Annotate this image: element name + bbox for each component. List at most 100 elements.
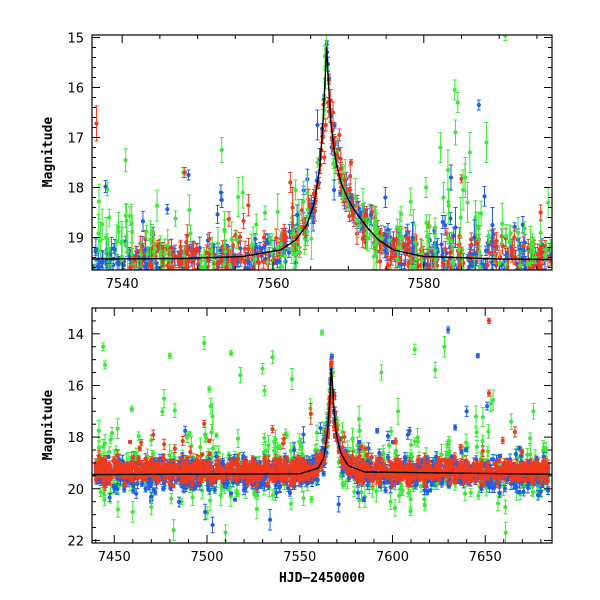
data-point-green bbox=[153, 242, 158, 256]
x-tick-label: 7600 bbox=[376, 550, 409, 565]
data-point-red bbox=[261, 230, 267, 245]
data-point-green bbox=[289, 368, 295, 390]
data-point-green bbox=[541, 442, 546, 453]
data-point-green bbox=[187, 194, 192, 226]
data-point-green bbox=[491, 389, 496, 411]
data-point-red bbox=[433, 473, 438, 479]
data-point-green bbox=[100, 438, 106, 455]
data-point-red bbox=[363, 446, 368, 451]
data-point-red bbox=[261, 254, 266, 269]
data-point-blue bbox=[165, 203, 170, 215]
data-point-blue bbox=[476, 99, 481, 111]
data-point-red bbox=[94, 468, 99, 473]
data-point-green bbox=[500, 202, 505, 245]
data-point-red bbox=[445, 259, 451, 268]
data-point-red bbox=[226, 211, 232, 227]
data-point-green bbox=[504, 223, 509, 249]
data-point-red bbox=[288, 172, 293, 193]
data-point-green bbox=[525, 250, 530, 270]
data-point-red bbox=[535, 243, 540, 265]
data-point-blue bbox=[357, 440, 362, 445]
data-point-green bbox=[96, 214, 101, 253]
data-point-green bbox=[254, 213, 259, 236]
data-point-green bbox=[291, 225, 296, 244]
data-point-green bbox=[408, 489, 413, 509]
data-point-red bbox=[246, 194, 251, 217]
data-point-green bbox=[115, 418, 120, 439]
data-point-green bbox=[293, 179, 298, 201]
data-point-green bbox=[468, 488, 473, 498]
data-point-green bbox=[305, 174, 310, 212]
data-point-red bbox=[173, 268, 178, 270]
data-point-red bbox=[140, 462, 145, 468]
data-point-blue bbox=[232, 497, 238, 502]
data-point-green bbox=[474, 427, 479, 438]
data-point-green bbox=[460, 169, 466, 211]
data-point-green bbox=[149, 223, 154, 245]
data-point-green bbox=[480, 434, 485, 448]
data-point-blue bbox=[259, 246, 264, 253]
data-point-red bbox=[385, 256, 391, 270]
data-point-red bbox=[290, 187, 295, 228]
data-point-green bbox=[275, 239, 280, 256]
data-point-blue bbox=[219, 192, 224, 208]
data-point-red bbox=[323, 118, 328, 132]
x-tick-label: 7560 bbox=[256, 277, 289, 292]
data-point-green bbox=[202, 336, 207, 350]
data-point-green bbox=[275, 193, 280, 231]
data-point-red bbox=[173, 244, 178, 269]
data-point-green bbox=[107, 208, 112, 227]
data-point-blue bbox=[490, 207, 495, 243]
data-point-blue bbox=[453, 207, 458, 248]
data-point-green bbox=[181, 245, 187, 267]
data-point-green bbox=[309, 496, 314, 503]
data-point-red bbox=[407, 230, 412, 253]
data-point-blue bbox=[482, 186, 487, 207]
x-tick-label: 7650 bbox=[469, 550, 502, 565]
data-point-green bbox=[453, 119, 458, 146]
data-point-green bbox=[203, 254, 208, 270]
data-point-red bbox=[342, 173, 347, 187]
data-point-red bbox=[506, 459, 511, 464]
top-y-axis-label: Magnitude bbox=[41, 117, 56, 188]
data-point-green bbox=[476, 491, 481, 500]
data-point-red bbox=[451, 467, 456, 472]
data-point-green bbox=[478, 200, 484, 227]
data-point-red bbox=[256, 255, 261, 270]
data-point-green bbox=[207, 385, 212, 393]
data-point-green bbox=[379, 224, 384, 252]
data-point-green bbox=[350, 427, 355, 450]
data-point-green bbox=[96, 183, 102, 220]
data-point-red bbox=[182, 167, 187, 178]
data-point-red bbox=[189, 243, 194, 256]
data-point-red bbox=[381, 466, 387, 471]
data-point-green bbox=[294, 241, 299, 268]
data-point-green bbox=[355, 203, 360, 238]
x-tick-label: 7550 bbox=[283, 550, 316, 565]
data-point-green bbox=[477, 233, 482, 270]
data-point-green bbox=[467, 132, 472, 173]
data-point-green bbox=[408, 187, 413, 216]
data-point-red bbox=[94, 105, 99, 142]
data-point-green bbox=[465, 182, 470, 223]
data-point-blue bbox=[428, 488, 433, 493]
data-point-red bbox=[457, 255, 462, 270]
y-tick-label: 15 bbox=[67, 32, 84, 47]
data-point-green bbox=[445, 149, 451, 191]
data-point-red bbox=[337, 128, 342, 142]
data-point-blue bbox=[331, 179, 337, 201]
bottom-y-axis-label: Magnitude bbox=[41, 390, 56, 461]
data-point-green bbox=[456, 240, 462, 260]
data-point-green bbox=[227, 248, 232, 270]
data-point-green bbox=[210, 439, 216, 458]
data-point-green bbox=[462, 486, 468, 502]
data-point-blue bbox=[517, 490, 522, 495]
data-point-red bbox=[130, 478, 136, 483]
data-point-green bbox=[422, 500, 427, 511]
data-point-green bbox=[162, 389, 167, 409]
data-point-green bbox=[136, 259, 141, 270]
data-point-blue bbox=[448, 164, 454, 191]
data-point-red bbox=[360, 229, 365, 249]
